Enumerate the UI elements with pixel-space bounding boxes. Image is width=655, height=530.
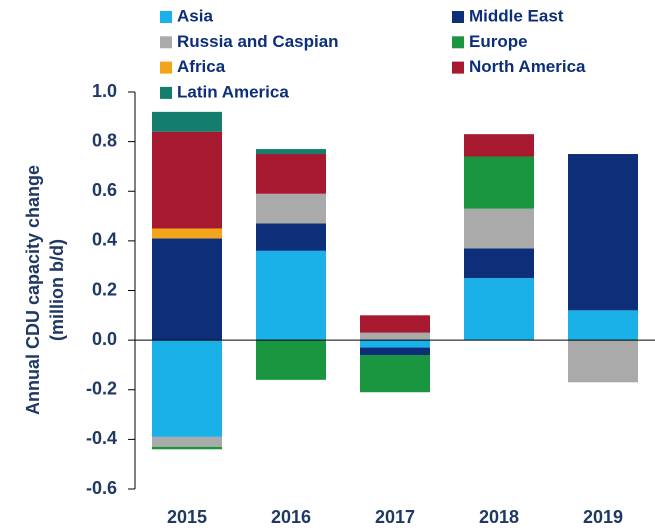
bar-segment — [464, 208, 534, 249]
legend-label: Asia — [177, 6, 213, 25]
bar-segment — [152, 446, 222, 450]
legend-label: Africa — [177, 57, 226, 76]
legend-swatch — [160, 36, 172, 49]
bar-segment — [256, 340, 326, 380]
x-tick-label: 2017 — [375, 507, 415, 527]
legend-label: North America — [469, 57, 586, 76]
bar-segment — [256, 149, 326, 155]
bar-segment — [256, 250, 326, 341]
y-tick-label: 0.4 — [92, 230, 117, 250]
bar-segment — [152, 340, 222, 437]
bar-segment — [464, 156, 534, 209]
legend-label: Middle East — [469, 6, 564, 25]
bar-segment — [256, 223, 326, 251]
bar-segment — [256, 154, 326, 194]
bar-segment — [152, 238, 222, 341]
bar-segment — [568, 310, 638, 341]
bar-segment — [464, 248, 534, 279]
x-tick-label: 2015 — [167, 507, 207, 527]
bar-segment — [360, 347, 430, 356]
legend-swatch — [160, 61, 172, 74]
y-tick-label: 0.2 — [92, 279, 117, 299]
y-tick-label: 1.0 — [92, 81, 117, 101]
y-tick-label: -0.4 — [86, 428, 117, 448]
bar-segment — [464, 278, 534, 341]
legend-swatch — [160, 11, 172, 23]
bar-segment — [360, 315, 430, 333]
x-tick-label: 2016 — [271, 507, 311, 527]
bar-segment — [152, 111, 222, 132]
legend-swatch — [452, 61, 464, 74]
legend-swatch — [160, 86, 172, 99]
legend-label: Russia and Caspian — [177, 32, 339, 51]
y-tick-label: -0.2 — [86, 379, 117, 399]
y-tick-label: -0.6 — [86, 478, 117, 498]
bar-segment — [152, 228, 222, 239]
bar-segment — [360, 340, 430, 348]
y-tick-label: 0.8 — [92, 130, 117, 150]
x-tick-label: 2018 — [479, 507, 519, 527]
y-axis-label: Annual CDU capacity change — [23, 165, 43, 415]
legend-label: Latin America — [177, 82, 289, 101]
y-tick-label: 0.0 — [92, 329, 117, 349]
bar-segment — [568, 154, 638, 311]
legend-swatch — [452, 11, 464, 23]
legend-swatch — [452, 36, 464, 49]
legend-label: Europe — [469, 32, 528, 51]
bar-segment — [360, 332, 430, 341]
bar-segment — [152, 436, 222, 447]
bar-segment — [152, 131, 222, 229]
x-tick-label: 2019 — [583, 507, 623, 527]
bar-segment — [360, 355, 430, 393]
bar-segment — [568, 340, 638, 383]
bar-segment — [256, 193, 326, 224]
y-axis-label: (million b/d) — [47, 239, 67, 341]
y-tick-label: 0.6 — [92, 180, 117, 200]
bar-segment — [464, 134, 534, 157]
